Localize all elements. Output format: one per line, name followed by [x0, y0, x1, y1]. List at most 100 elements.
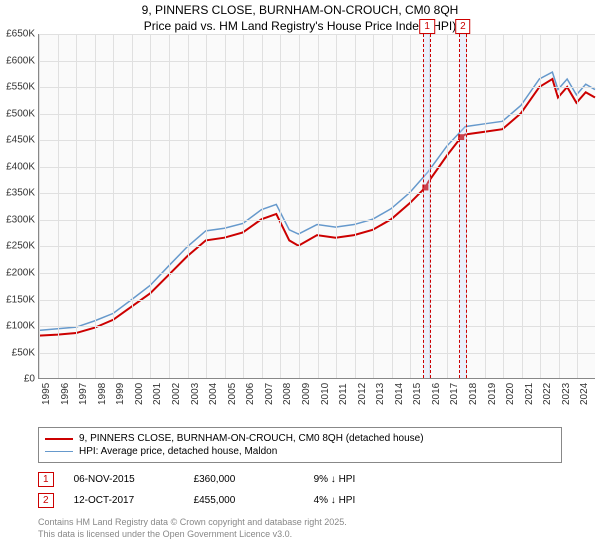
gridline-v	[39, 34, 40, 378]
gridline-v	[485, 34, 486, 378]
x-tick-label: 2017	[449, 383, 460, 405]
x-tick-label: 2001	[152, 383, 163, 405]
gridline-v	[299, 34, 300, 378]
gridline-v	[188, 34, 189, 378]
sale-marker-band: 2	[459, 34, 467, 378]
x-tick-label: 2019	[487, 383, 498, 405]
x-tick-label: 2013	[375, 383, 386, 405]
x-tick-label: 2020	[505, 383, 516, 405]
x-tick-label: 2010	[320, 383, 331, 405]
x-tick-label: 2002	[171, 383, 182, 405]
x-tick-label: 2018	[468, 383, 479, 405]
x-tick-label: 2021	[524, 383, 535, 405]
x-tick-label: 2022	[542, 383, 553, 405]
sale-marker-number: 2	[455, 19, 471, 34]
sales-row-marker: 1	[38, 472, 54, 487]
footer-line2: This data is licensed under the Open Gov…	[38, 529, 562, 541]
gridline-v	[262, 34, 263, 378]
legend-item: HPI: Average price, detached house, Mald…	[45, 445, 555, 458]
gridline-v	[132, 34, 133, 378]
sales-row-marker: 2	[38, 493, 54, 508]
gridline-v	[540, 34, 541, 378]
gridline-v	[355, 34, 356, 378]
y-tick-label: £300K	[0, 214, 35, 225]
gridline-v	[318, 34, 319, 378]
y-tick-label: £100K	[0, 321, 35, 332]
y-tick-label: £600K	[0, 55, 35, 66]
container: 9, PINNERS CLOSE, BURNHAM-ON-CROUCH, CM0…	[0, 0, 600, 541]
gridline-v	[95, 34, 96, 378]
chart-area: 12 £0 £50K £100K £150K £200K £250K £300K £350K £…	[0, 34, 600, 424]
x-tick-label: 2016	[431, 383, 442, 405]
x-tick-label: 2005	[227, 383, 238, 405]
x-tick-label: 1998	[97, 383, 108, 405]
y-tick-label: £350K	[0, 188, 35, 199]
gridline-v	[169, 34, 170, 378]
x-tick-label: 1995	[41, 383, 52, 405]
chart-title: 9, PINNERS CLOSE, BURNHAM-ON-CROUCH, CM0…	[0, 0, 600, 34]
legend-label: 9, PINNERS CLOSE, BURNHAM-ON-CROUCH, CM0…	[79, 433, 424, 444]
gridline-v	[447, 34, 448, 378]
y-tick-label: £650K	[0, 29, 35, 40]
gridline-v	[503, 34, 504, 378]
gridline-v	[243, 34, 244, 378]
gridline-v	[76, 34, 77, 378]
x-tick-label: 2015	[412, 383, 423, 405]
gridline-v	[410, 34, 411, 378]
sales-row-price: £455,000	[194, 495, 294, 506]
legend-item: 9, PINNERS CLOSE, BURNHAM-ON-CROUCH, CM0…	[45, 432, 555, 445]
title-line2: Price paid vs. HM Land Registry's House …	[0, 19, 600, 35]
gridline-v	[280, 34, 281, 378]
y-tick-label: £400K	[0, 161, 35, 172]
sales-table-row: 2 12-OCT-2017 £455,000 4% ↓ HPI	[38, 490, 562, 511]
y-tick-label: £500K	[0, 108, 35, 119]
x-tick-label: 2024	[579, 383, 590, 405]
x-tick-label: 2004	[208, 383, 219, 405]
gridline-v	[577, 34, 578, 378]
sales-table: 106-NOV-2015£360,0009% ↓ HPI212-OCT-2017…	[38, 469, 562, 511]
gridline-v	[373, 34, 374, 378]
sales-row-date: 12-OCT-2017	[74, 495, 174, 506]
x-tick-label: 2007	[264, 383, 275, 405]
sales-table-row: 106-NOV-2015£360,0009% ↓ HPI	[38, 469, 562, 490]
legend: 9, PINNERS CLOSE, BURNHAM-ON-CROUCH, CM0…	[38, 427, 562, 463]
legend-swatch	[45, 451, 73, 452]
y-tick-label: £50K	[0, 347, 35, 358]
gridline-v	[559, 34, 560, 378]
gridline-v	[392, 34, 393, 378]
x-tick-label: 2008	[282, 383, 293, 405]
sales-row-diff: 4% ↓ HPI	[314, 495, 414, 506]
y-tick-label: £150K	[0, 294, 35, 305]
footer-line1: Contains HM Land Registry data © Crown c…	[38, 517, 562, 529]
y-tick-label: £250K	[0, 241, 35, 252]
sales-row-price: £360,000	[194, 474, 294, 485]
x-tick-label: 2011	[338, 384, 349, 406]
y-tick-label: £0	[0, 374, 35, 385]
y-tick-label: £450K	[0, 135, 35, 146]
legend-swatch	[45, 438, 73, 440]
x-tick-label: 2003	[190, 383, 201, 405]
gridline-v	[522, 34, 523, 378]
legend-label: HPI: Average price, detached house, Mald…	[79, 446, 277, 457]
x-tick-label: 2006	[245, 383, 256, 405]
x-tick-label: 1999	[115, 383, 126, 405]
y-tick-label: £200K	[0, 268, 35, 279]
x-tick-label: 2023	[561, 383, 572, 405]
title-line1: 9, PINNERS CLOSE, BURNHAM-ON-CROUCH, CM0…	[0, 3, 600, 19]
gridline-v	[150, 34, 151, 378]
x-tick-label: 1997	[78, 383, 89, 405]
x-tick-label: 2012	[357, 383, 368, 405]
gridline-v	[58, 34, 59, 378]
footer: Contains HM Land Registry data © Crown c…	[38, 517, 562, 540]
sales-row-diff: 9% ↓ HPI	[314, 474, 414, 485]
gridline-v	[336, 34, 337, 378]
x-tick-label: 2000	[134, 383, 145, 405]
sale-marker-band: 1	[423, 34, 431, 378]
x-tick-label: 2014	[394, 383, 405, 405]
gridline-v	[113, 34, 114, 378]
gridline-v	[225, 34, 226, 378]
sale-marker-number: 1	[419, 19, 435, 34]
plot-area: 12	[38, 34, 595, 379]
y-tick-label: £550K	[0, 82, 35, 93]
x-tick-label: 1996	[60, 383, 71, 405]
